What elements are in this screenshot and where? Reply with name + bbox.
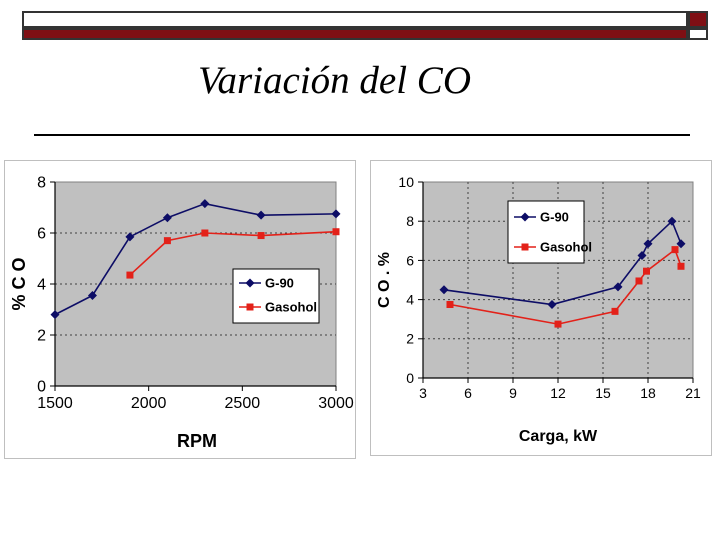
data-point-g-90: [676, 239, 686, 249]
x-axis-label: Carga, kW: [519, 428, 598, 445]
data-point-gasohol: [332, 228, 340, 236]
data-point-g-90: [613, 282, 623, 292]
header-band-red: [22, 28, 688, 40]
data-point-g-90: [50, 310, 60, 320]
data-point-gasohol: [677, 262, 685, 270]
data-point-g-90: [331, 209, 341, 219]
data-point-g-90: [87, 290, 97, 300]
chart-co-vs-load: 0 2 4 6 8 10 3 6 9 12 15 18 21 Carga, kW C O . % G-90 Ga…: [376, 174, 701, 445]
legend-marker-g-90: [245, 278, 255, 288]
data-point-gasohol: [671, 246, 679, 254]
data-point-gasohol: [554, 320, 562, 328]
legend-marker-gasohol: [521, 243, 529, 251]
y-tick-label: 6: [37, 226, 46, 243]
x-tick-label: 2000: [131, 395, 167, 412]
data-point-gasohol: [643, 267, 650, 275]
legend-label: Gasohol: [265, 300, 317, 315]
x-axis-label: RPM: [177, 431, 217, 451]
y-tick-label: 4: [37, 277, 46, 294]
y-tick-label: 0: [406, 370, 414, 386]
data-point-gasohol: [611, 307, 619, 315]
chart-co-vs-rpm: 0 2 4 6 8 1500 2000 2500 3000 RPM % C O G-90 Gasohol: [9, 175, 354, 451]
data-point-g-90: [125, 232, 135, 242]
data-point-g-90: [643, 239, 653, 249]
y-tick-label: 8: [406, 213, 414, 229]
chart-panel-rpm: 0 2 4 6 8 1500 2000 2500 3000 RPM % C O G-90 Gasohol: [4, 160, 356, 459]
y-tick-label: 2: [37, 328, 46, 345]
data-point-g-90: [162, 213, 172, 223]
header-band-top: [22, 11, 688, 28]
x-tick-label: 3: [419, 385, 427, 401]
title-divider: [34, 134, 690, 136]
data-point-gasohol: [257, 232, 265, 240]
data-point-g-90: [667, 216, 677, 226]
data-point-g-90: [256, 210, 266, 220]
x-tick-label: 3000: [318, 395, 354, 412]
y-tick-label: 8: [37, 175, 46, 192]
data-point-gasohol: [163, 237, 171, 245]
x-tick-label: 1500: [37, 395, 73, 412]
y-axis-label: % C O: [9, 257, 29, 310]
legend-marker-g-90: [520, 212, 530, 222]
header-square-red: [688, 11, 708, 28]
x-tick-label: 12: [550, 385, 566, 401]
x-tick-label: 18: [640, 385, 656, 401]
legend-label: G-90: [540, 210, 569, 225]
data-point-g-90: [200, 199, 210, 209]
y-tick-label: 10: [398, 174, 414, 190]
data-point-gasohol: [201, 229, 209, 237]
data-point-g-90: [637, 251, 647, 260]
x-tick-label: 9: [509, 385, 517, 401]
data-point-g-90: [547, 300, 557, 309]
y-tick-label: 0: [37, 379, 46, 396]
data-point-gasohol: [635, 277, 643, 285]
y-tick-label: 6: [406, 252, 414, 268]
y-tick-label: 2: [406, 331, 414, 347]
x-tick-label: 21: [685, 385, 701, 401]
chart-panel-load: 0 2 4 6 8 10 3 6 9 12 15 18 21 Carga, kW C O . % G-90 Ga…: [370, 160, 712, 456]
legend-box: [507, 200, 585, 264]
x-tick-label: 6: [464, 385, 472, 401]
data-point-gasohol: [446, 301, 454, 308]
y-axis-label: C O . %: [376, 252, 393, 308]
data-point-g-90: [439, 285, 449, 295]
header-square-white: [688, 28, 708, 40]
x-tick-label: 2500: [225, 395, 261, 412]
x-tick-label: 15: [595, 385, 611, 401]
legend-label: Gasohol: [540, 240, 592, 255]
legend-box: [232, 268, 320, 324]
data-point-gasohol: [126, 271, 134, 279]
y-tick-label: 4: [406, 292, 414, 308]
slide-title: Variación del CO: [198, 59, 471, 102]
legend-marker-gasohol: [246, 303, 254, 311]
legend-label: G-90: [265, 276, 294, 291]
